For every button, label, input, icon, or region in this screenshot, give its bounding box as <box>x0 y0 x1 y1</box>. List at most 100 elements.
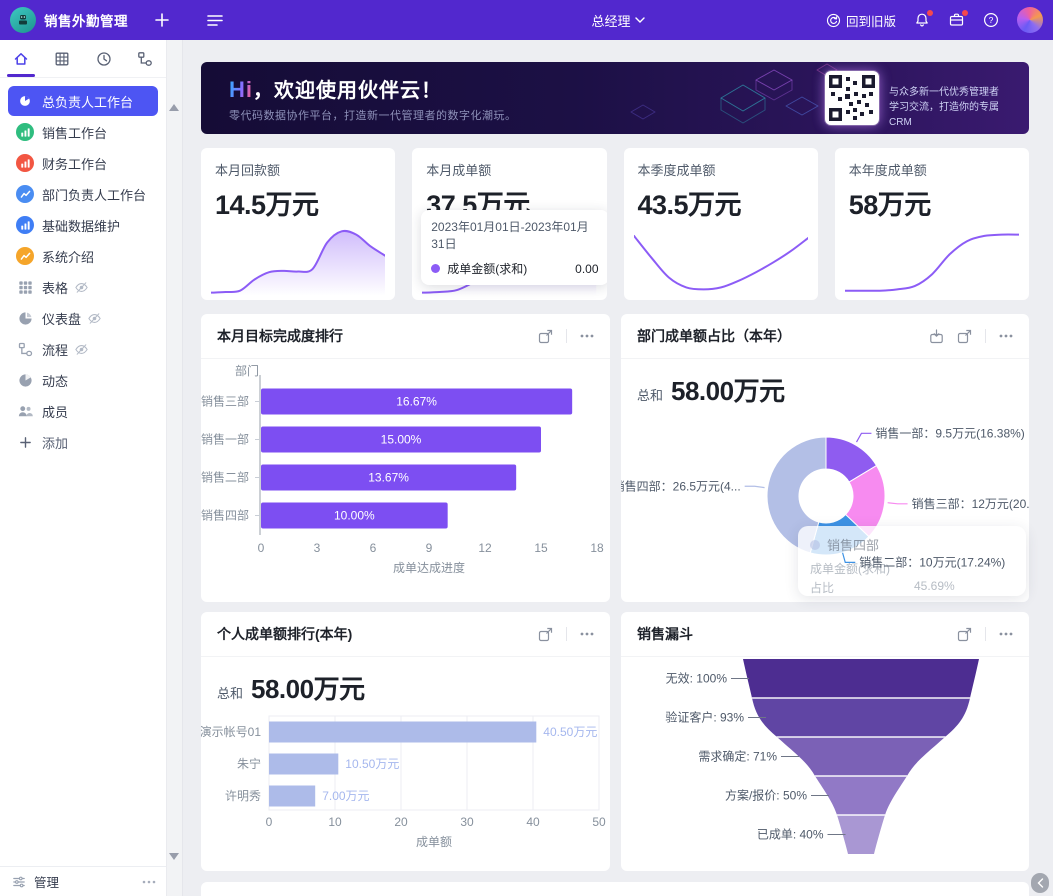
card-header: 部门成单额占比（本年） <box>621 314 1029 359</box>
expand-icon[interactable] <box>538 627 553 642</box>
sidebar-manage-button[interactable]: 管理 <box>0 866 166 896</box>
card-header: 本月目标完成度排行 <box>201 314 610 359</box>
banner-subtitle: 零代码数据协作平台，打造新一代管理者的数字化潮玩。 <box>229 110 517 122</box>
funnel-stage-0[interactable] <box>721 659 1001 698</box>
back-to-old-button[interactable]: 回到旧版 <box>826 11 896 30</box>
sidebar-tab-home[interactable] <box>0 40 42 77</box>
banner-title: Hi，欢迎使用伙伴云！ <box>229 77 442 102</box>
sidebar-item-0[interactable]: 总负责人工作台 <box>8 86 158 116</box>
plus-icon <box>16 433 34 451</box>
topbar-actions: 回到旧版 ? <box>826 7 1043 33</box>
stat-label: 本季度成单额 <box>637 163 716 178</box>
personal-ranking-chart: 0 10 20 30 40 50 40.50万元 演示帐号01 10.50万元 朱宁 7.00万元 许… <box>200 706 610 861</box>
funnel-label: 方案/报价: 50% <box>725 788 807 803</box>
workbench-button[interactable] <box>948 10 968 28</box>
svg-text:18: 18 <box>590 541 604 555</box>
help-button[interactable]: ? <box>983 12 999 28</box>
activity-icon <box>16 371 34 389</box>
back-to-old-label: 回到旧版 <box>845 14 896 29</box>
bell-icon <box>916 13 928 27</box>
card-sales-funnel: 销售漏斗 无效: 100% 验证客户: 93% 需求确定: 71% 方案/报价: 50… <box>621 612 1029 871</box>
stat-cards-row: 本月回款额 14.5万元 本月成单额 37.5万元 2023年01月01日-2023年0… <box>201 148 1029 300</box>
app-logo-icon <box>10 7 36 33</box>
grid-icon <box>16 278 34 296</box>
series-marker <box>431 264 441 273</box>
sidebar-scrollbar[interactable] <box>166 40 182 896</box>
card-header: 销售漏斗 <box>621 612 1029 657</box>
briefcase-icon <box>949 13 964 26</box>
download-icon[interactable] <box>929 328 944 344</box>
sidebar-add-button[interactable]: 添加 <box>8 427 158 457</box>
workbench-badge <box>962 10 968 16</box>
more-options-icon[interactable] <box>580 632 594 636</box>
sidebar-item-3[interactable]: 部门负责人工作台 <box>8 179 158 209</box>
more-options-icon[interactable] <box>999 632 1013 636</box>
members-icon <box>16 402 34 420</box>
svg-text:10.00%: 10.00% <box>334 509 375 523</box>
sparkline-chart <box>845 224 1019 296</box>
expand-icon[interactable] <box>957 627 972 642</box>
sidebar-item-4[interactable]: 基础数据维护 <box>8 210 158 240</box>
card-title: 部门成单额占比（本年） <box>637 328 791 344</box>
main-content: Hi，欢迎使用伙伴云！ 零代码数据协作平台，打造新一代管理者的数字化潮玩。 与众… <box>184 40 1053 896</box>
collapse-handle[interactable] <box>1031 873 1049 893</box>
svg-text:30: 30 <box>460 815 474 829</box>
scroll-up-arrow[interactable] <box>169 104 179 111</box>
sidebar-item-5[interactable]: 系统介绍 <box>8 241 158 271</box>
donut-slice-销售四部[interactable] <box>766 436 827 554</box>
qr-code <box>825 71 879 125</box>
bar-chart-icon <box>16 123 34 141</box>
sidebar: 总负责人工作台 销售工作台财务工作台部门负责人工作台基础数据维护 系统介绍 表格 仪表盘… <box>0 40 183 896</box>
eye-off-icon <box>74 342 89 357</box>
notification-badge <box>927 10 933 16</box>
expand-icon[interactable] <box>957 329 972 344</box>
manage-more-icon[interactable] <box>142 880 156 884</box>
sidebar-item-1[interactable]: 销售工作台 <box>8 117 158 147</box>
sidebar-tab-flow-tab[interactable] <box>125 40 167 77</box>
home-icon <box>13 51 29 67</box>
svg-text:50: 50 <box>592 815 606 829</box>
sidebar-item-2[interactable]: 财务工作台 <box>8 148 158 178</box>
scroll-down-arrow[interactable] <box>169 853 179 860</box>
sidebar-item-7[interactable]: 仪表盘 <box>8 303 158 333</box>
sidebar-item-label: 财务工作台 <box>42 156 108 172</box>
user-avatar[interactable] <box>1017 7 1043 33</box>
sidebar-item-10[interactable]: 成员 <box>8 396 158 426</box>
add-app-button[interactable] <box>155 13 169 27</box>
svg-text:40: 40 <box>526 815 540 829</box>
notifications-button[interactable] <box>914 10 933 28</box>
more-options-icon[interactable] <box>999 334 1013 338</box>
card-dept-share: 部门成单额占比（本年） 总和 58.00万元 销售一部：9.5万元(16.38%… <box>613 314 1040 602</box>
sidebar-item-9[interactable]: 动态 <box>8 365 158 395</box>
sidebar-item-6[interactable]: 表格 <box>8 272 158 302</box>
svg-text:16.67%: 16.67% <box>396 395 437 409</box>
stat-label: 本月成单额 <box>426 163 492 178</box>
line-chart-icon <box>16 247 34 265</box>
stat-label: 本年度成单额 <box>848 163 927 178</box>
sidebar-item-8[interactable]: 流程 <box>8 334 158 364</box>
manage-label: 管理 <box>34 876 60 890</box>
funnel-label: 无效: 100% <box>666 671 728 686</box>
svg-text:演示帐号01: 演示帐号01 <box>201 724 261 739</box>
sidebar-tab-table-tab[interactable] <box>42 40 84 77</box>
sidebar-item-label: 动态 <box>42 373 69 389</box>
svg-text:13.67%: 13.67% <box>368 471 409 485</box>
svg-text:销售四部: 销售四部 <box>201 508 249 523</box>
expand-icon[interactable] <box>538 329 553 344</box>
menu-toggle-icon[interactable] <box>207 13 223 27</box>
tooltip-series: 成单金额(求和) <box>447 262 528 276</box>
more-options-icon[interactable] <box>580 334 594 338</box>
sidebar-tab-clock-tab[interactable] <box>83 40 125 77</box>
sidebar-item-label: 部门负责人工作台 <box>42 187 147 203</box>
role-label: 总经理 <box>591 13 631 29</box>
app-title: 销售外勤管理 <box>44 14 128 29</box>
funnel-stage-1[interactable] <box>721 698 1001 737</box>
gauge-icon <box>16 309 34 327</box>
stat-value: 58万元 <box>848 190 932 220</box>
bar-chart-icon <box>16 216 34 234</box>
bar-chart-icon <box>16 154 34 172</box>
table-tab-icon <box>54 51 70 67</box>
add-label: 添加 <box>42 435 69 451</box>
svg-text:0: 0 <box>266 815 273 829</box>
role-switcher[interactable]: 总经理 <box>183 11 1053 30</box>
